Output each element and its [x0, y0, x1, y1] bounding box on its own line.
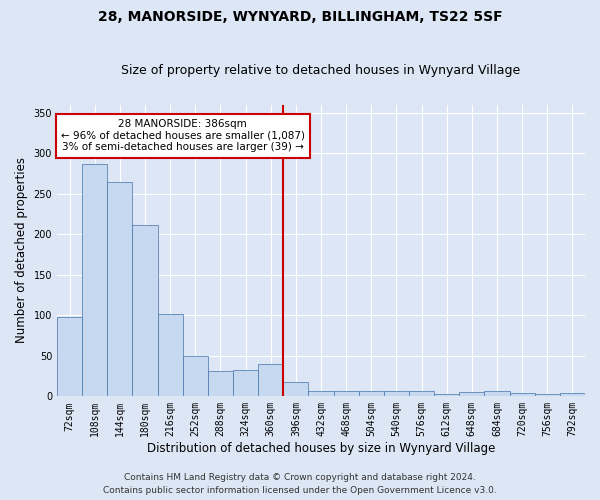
Bar [409, 392, 434, 396]
Bar [560, 393, 585, 396]
Text: Contains HM Land Registry data © Crown copyright and database right 2024.
Contai: Contains HM Land Registry data © Crown c… [103, 474, 497, 495]
Bar [434, 394, 459, 396]
Bar [459, 392, 484, 396]
Bar [107, 182, 133, 396]
Bar [308, 390, 334, 396]
Text: 28 MANORSIDE: 386sqm
← 96% of detached houses are smaller (1,087)
3% of semi-det: 28 MANORSIDE: 386sqm ← 96% of detached h… [61, 119, 305, 152]
Title: Size of property relative to detached houses in Wynyard Village: Size of property relative to detached ho… [121, 64, 521, 77]
Bar [158, 314, 183, 396]
Text: 28, MANORSIDE, WYNYARD, BILLINGHAM, TS22 5SF: 28, MANORSIDE, WYNYARD, BILLINGHAM, TS22… [98, 10, 502, 24]
Bar [233, 370, 258, 396]
Bar [484, 392, 509, 396]
Bar [82, 164, 107, 396]
Bar [509, 393, 535, 396]
Bar [183, 356, 208, 397]
Bar [258, 364, 283, 396]
Bar [359, 392, 384, 396]
Bar [208, 371, 233, 396]
Bar [283, 382, 308, 396]
X-axis label: Distribution of detached houses by size in Wynyard Village: Distribution of detached houses by size … [147, 442, 495, 455]
Bar [535, 394, 560, 396]
Bar [57, 317, 82, 396]
Bar [384, 390, 409, 396]
Y-axis label: Number of detached properties: Number of detached properties [15, 158, 28, 344]
Bar [133, 224, 158, 396]
Bar [334, 392, 359, 396]
